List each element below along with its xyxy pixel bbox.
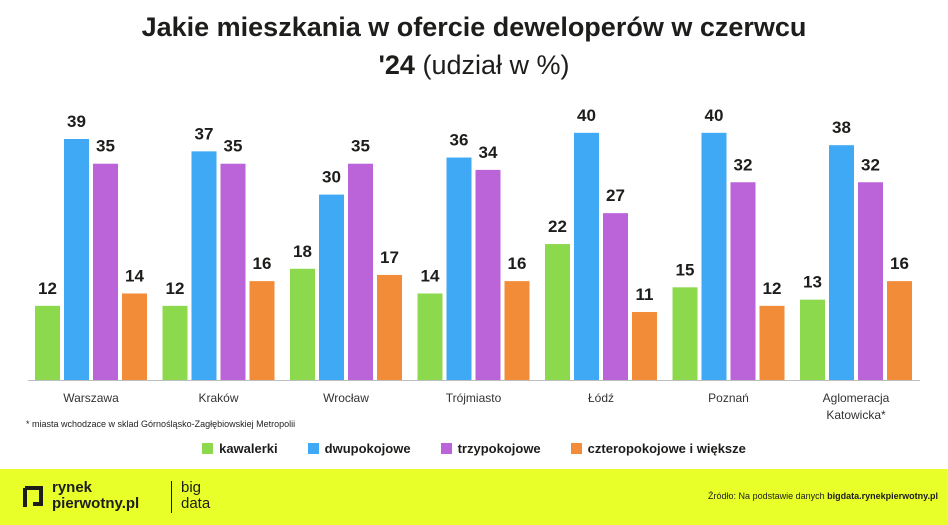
data-label: 12 [763, 279, 782, 298]
legend-item: dwupokojowe [307, 441, 411, 456]
bar-trzypokojowe-0 [93, 163, 118, 380]
x-tick-label: Kraków [198, 391, 238, 405]
bar-dwupokojowe-1 [191, 151, 217, 380]
bar-kawalerki-1 [162, 305, 188, 380]
logo-line2: pierwotny.pl [52, 495, 140, 512]
data-label: 27 [606, 186, 625, 205]
x-tick-label: Wrocław [323, 391, 369, 405]
bigdata-line1: big [181, 479, 202, 496]
bar-kawalerki-6 [800, 299, 825, 380]
x-tick-label: Łódź [588, 391, 614, 405]
data-label: 40 [705, 106, 724, 125]
data-label: 12 [38, 279, 57, 298]
data-label: 32 [734, 155, 753, 174]
bar-chart: 12 39 35 14 Warszawa 12 37 35 16 Kraków 18 30 35 17 Wr… [28, 106, 920, 422]
legend-label: trzypokojowe [457, 441, 541, 456]
rynekpierwotny-logo-text: rynek pierwotny.pl [52, 480, 139, 512]
x-tick-label: Warszawa [63, 391, 119, 405]
source-note: Źródło: Na podstawie danych bigdata.ryne… [708, 491, 938, 501]
logo-line1: rynek [52, 479, 93, 496]
chart-title-year: '24 [378, 50, 415, 80]
bar-trzypokojowe-2 [348, 163, 373, 380]
data-label: 12 [166, 279, 185, 298]
bigdata-line2: data [181, 495, 211, 512]
data-label: 13 [803, 273, 822, 292]
data-label: 35 [351, 137, 370, 156]
bar-dwupokojowe-5 [701, 132, 727, 380]
bar-czteropokojowe-i-większe-1 [249, 281, 275, 380]
data-label: 22 [548, 217, 567, 236]
data-label: 17 [380, 248, 399, 267]
bar-czteropokojowe-i-większe-5 [759, 305, 785, 380]
data-label: 35 [224, 137, 243, 156]
chart-title-line1: Jakie mieszkania w ofercie deweloperów w… [141, 12, 807, 42]
bar-trzypokojowe-4 [603, 213, 628, 380]
chart-title-unit: (udział w %) [422, 50, 570, 80]
footer-bar: rynek pierwotny.pl big data Źródło: Na p… [0, 469, 948, 525]
bar-dwupokojowe-0 [64, 139, 89, 380]
bar-trzypokojowe-3 [475, 169, 501, 380]
bar-czteropokojowe-i-większe-3 [504, 281, 530, 380]
data-label: 18 [293, 242, 312, 261]
chart-title-line2: '24 (udział w %) [0, 46, 948, 84]
bar-czteropokojowe-i-większe-6 [887, 281, 912, 380]
legend-label: kawalerki [219, 441, 278, 456]
data-label: 36 [450, 131, 469, 150]
x-tick-label: Katowicka* [826, 408, 886, 422]
data-label: 15 [676, 260, 695, 279]
data-label: 39 [67, 112, 86, 131]
source-prefix: Źródło: Na podstawie danych [708, 491, 825, 501]
chart-legend: kawalerki dwupokojowe trzypokojowe czteropo… [0, 441, 948, 456]
logo-divider [171, 481, 172, 513]
legend-label: czteropokojowe i większe [587, 441, 746, 456]
bar-kawalerki-4 [545, 244, 570, 380]
legend-item: trzypokojowe [440, 441, 541, 456]
bar-kawalerki-0 [35, 305, 60, 380]
x-tick-label: Trójmiasto [446, 391, 502, 405]
bar-kawalerki-3 [417, 293, 443, 380]
data-label: 11 [636, 285, 654, 304]
bar-dwupokojowe-4 [574, 132, 599, 380]
data-label: 32 [861, 155, 880, 174]
footnote: * miasta wchodzace w sklad Górnośląsko-Z… [26, 419, 296, 429]
bar-dwupokojowe-6 [829, 145, 854, 380]
data-label: 16 [508, 254, 527, 273]
chart-title: Jakie mieszkania w ofercie deweloperów w… [0, 8, 948, 84]
bar-czteropokojowe-i-większe-2 [377, 274, 402, 380]
data-label: 34 [479, 143, 498, 162]
bigdata-logo-text: big data [181, 480, 210, 512]
data-label: 14 [125, 266, 144, 285]
data-label: 37 [195, 124, 214, 143]
legend-swatch [202, 443, 214, 454]
bar-czteropokojowe-i-większe-0 [122, 293, 147, 380]
bar-dwupokojowe-2 [319, 194, 344, 380]
bar-trzypokojowe-6 [858, 182, 883, 380]
bar-trzypokojowe-5 [730, 182, 756, 380]
legend-swatch [440, 443, 452, 454]
data-label: 30 [322, 168, 341, 187]
legend-item: kawalerki [202, 441, 278, 456]
x-tick-label: Poznań [708, 391, 749, 405]
data-label: 38 [832, 118, 851, 137]
data-label: 16 [890, 254, 909, 273]
rynekpierwotny-logo-icon [23, 486, 43, 507]
x-tick-label: Aglomeracja [823, 391, 890, 405]
bar-dwupokojowe-3 [446, 157, 472, 380]
legend-swatch [570, 443, 582, 454]
legend-swatch [307, 443, 319, 454]
data-label: 16 [253, 254, 272, 273]
data-label: 35 [96, 137, 115, 156]
bar-czteropokojowe-i-większe-4 [632, 312, 657, 380]
legend-label: dwupokojowe [324, 441, 411, 456]
source-link[interactable]: bigdata.rynekpierwotny.pl [827, 491, 938, 501]
legend-item: czteropokojowe i większe [570, 441, 746, 456]
data-label: 14 [421, 266, 440, 285]
bar-kawalerki-5 [672, 287, 698, 380]
data-label: 40 [577, 106, 596, 125]
bar-trzypokojowe-1 [220, 163, 246, 380]
bar-kawalerki-2 [290, 268, 315, 380]
